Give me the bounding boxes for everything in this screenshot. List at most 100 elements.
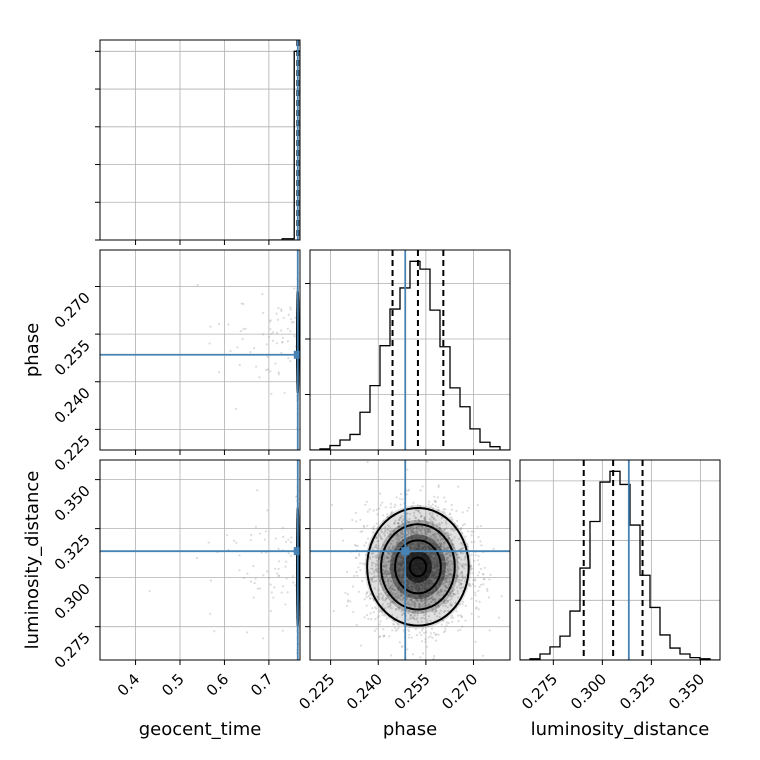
sample-point [373,587,376,590]
sample-point [468,584,471,587]
sample-point [293,335,296,338]
sample-point [289,318,293,321]
sample-point [402,596,405,599]
sample-point [432,538,435,541]
sample-point [394,596,397,600]
sample-point [434,505,437,508]
sample-point [392,571,395,574]
sample-point [459,542,463,545]
sample-point [426,587,429,591]
sample-point [401,498,404,501]
sample-point [405,584,408,587]
sample-point [431,552,434,555]
sample-point [461,552,464,555]
sample-point [460,615,463,618]
sample-point [429,531,432,534]
sample-point [398,562,401,565]
sample-point [420,535,423,538]
sample-point [387,580,390,583]
sample-point [399,544,402,547]
sample-point [429,551,433,555]
sample-point [256,587,260,590]
sample-point [444,574,447,577]
y-tick-label-luminosity_distance-2: 0.325 [51,531,94,574]
sample-point [386,572,390,575]
sample-point [466,509,469,512]
sample-point [417,519,420,522]
sample-point [459,628,462,631]
sample-point [459,582,462,585]
sample-point [442,556,445,559]
sample-point [353,543,357,547]
sample-point [429,511,432,514]
sample-point [409,536,412,539]
sample-point [419,595,422,598]
sample-point [410,636,413,639]
sample-point [399,534,402,537]
sample-point [428,582,431,586]
sample-point [398,518,401,521]
sample-point [423,543,426,546]
sample-point [416,588,419,591]
sample-point [417,548,420,551]
sample-point [372,611,375,614]
sample-point [362,562,365,565]
sample-point [389,604,392,607]
sample-point [433,561,436,564]
sample-point [378,570,381,574]
sample-point [435,588,438,591]
sample-point [452,529,455,532]
sample-point [433,556,436,560]
sample-point [383,534,386,537]
sample-point [412,527,415,531]
sample-point [443,528,446,531]
sample-point [399,562,402,566]
sample-point [396,587,399,590]
sample-point [451,616,455,620]
sample-point [277,574,281,577]
sample-point [478,585,481,589]
sample-point [398,596,401,600]
sample-point [446,562,449,565]
sample-point [392,557,395,560]
sample-point [419,520,422,523]
sample-point [397,571,400,574]
sample-point [463,564,466,567]
sample-point [417,589,420,593]
sample-point [430,556,433,559]
sample-point [420,584,424,587]
sample-point [411,653,414,656]
sample-point [375,555,379,558]
sample-point [438,526,442,530]
sample-point [488,578,491,581]
sample-point [445,531,448,535]
sample-point [382,594,385,598]
sample-point [431,556,434,559]
sample-point [435,563,439,566]
sample-point [398,562,401,565]
sample-point [428,513,431,516]
sample-point [432,552,435,555]
sample-point [456,553,459,556]
sample-point [448,576,451,579]
sample-point [430,597,433,600]
sample-point [424,640,427,644]
sample-point [449,567,452,570]
sample-point [441,565,445,568]
sample-point [367,537,370,540]
sample-point [461,572,464,575]
sample-point [402,580,405,583]
sample-point [463,558,466,561]
sample-point [421,594,425,597]
sample-point [433,566,437,569]
sample-point [476,525,479,528]
sample-point [260,551,263,554]
sample-point [424,602,427,605]
sample-point [430,591,433,595]
sample-point [423,587,426,590]
sample-point [357,566,360,569]
sample-point [443,578,446,581]
sample-point [413,582,416,585]
sample-point [481,654,485,657]
sample-point [471,567,474,571]
